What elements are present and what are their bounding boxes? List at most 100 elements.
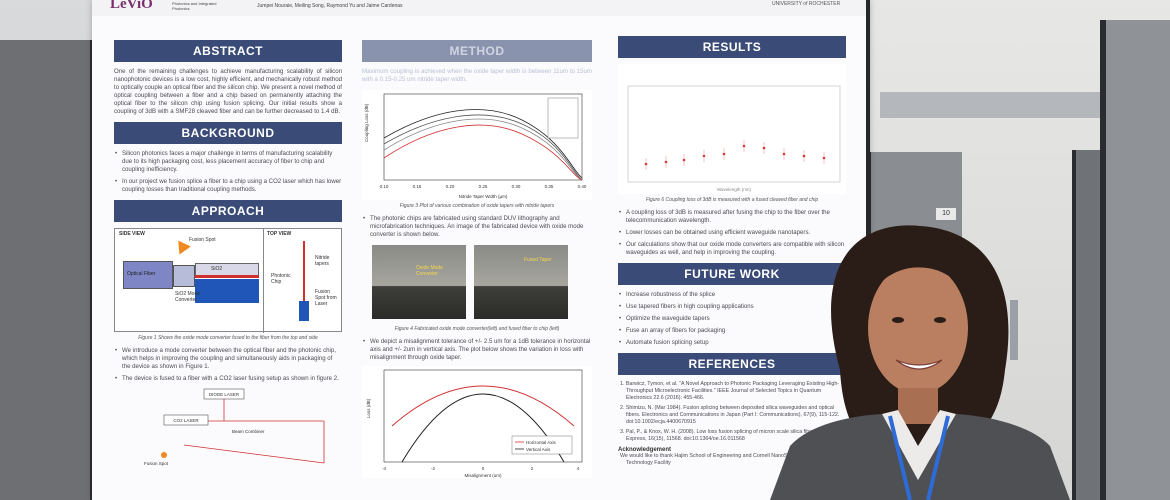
poster-column-left: ABSTRACT One of the remaining challenges…: [114, 40, 342, 467]
plot2-xtick: -4: [382, 466, 386, 471]
lab-logo: LeViO: [110, 0, 153, 12]
future-work-bullet: Increase robustness of the splice: [618, 291, 846, 299]
figure1-caption: Figure 1 Shows the oxide mode converter …: [138, 335, 318, 341]
fusion-arrow-icon: [173, 240, 191, 258]
lab-logo-subtitle: Photonics and Integrated Photonics: [172, 1, 217, 11]
future-work-bullet: Use tapered fibers in high coupling appl…: [618, 303, 846, 311]
misalignment-plot: Horizontal Axis Vertical Axis Loss (dB) …: [362, 366, 592, 478]
plot2-xtick: 4: [577, 466, 580, 471]
coupling-loss-plot: Coupling Loss (dB) Nitride Taper Width (…: [362, 90, 592, 200]
mode-converter-label: SiO2 Mode Converter: [175, 291, 201, 303]
results-bullet: A coupling loss of 3dB is measured after…: [618, 209, 846, 225]
background-bullet: In our project we fusion splice a fiber …: [114, 178, 342, 194]
misalignment-svg: Horizontal Axis Vertical Axis Loss (dB) …: [366, 369, 583, 478]
laser-setup-svg: DIODE LASER CO2 LASER Beam Combiner Fusi…: [144, 388, 325, 466]
fusion-spot-label: Fusion Spot: [189, 237, 216, 243]
method-text: Maximum coupling is achieved when the ox…: [362, 68, 592, 83]
optical-fiber-label: Optical Fiber: [127, 271, 156, 277]
plot1-xtick: 0.35: [545, 184, 554, 189]
topview-waveguide: [303, 241, 305, 301]
plot1-xtick: 0.25: [479, 184, 488, 189]
abstract-title: ABSTRACT: [114, 40, 342, 62]
display-panel-far: [1072, 150, 1102, 500]
figure6-caption: Figure 6 Coupling loss of 3dB is measure…: [645, 197, 819, 203]
plot1-ylabel: Coupling Loss (dB): [364, 103, 369, 142]
references-title: REFERENCES: [618, 353, 846, 375]
plot1-xlabel: Nitride Taper Width (µm): [459, 194, 508, 199]
approach-title: APPROACH: [114, 200, 342, 222]
future-work-bullet: Optimize the waveguide tapers: [618, 315, 846, 323]
reference-item: 2. Shimizu, N. (Mar 1984). Fusion splici…: [620, 405, 840, 425]
presenter-figure: [770, 225, 1070, 500]
plot1-xtick: 0.20: [446, 184, 455, 189]
plot1-xtick: 0.40: [578, 184, 587, 189]
plot1-xtick: 0.15: [413, 184, 422, 189]
photonic-chip-label: Photonic Chip: [271, 273, 291, 285]
oxide-mode-converter-image: [372, 245, 466, 319]
plot2-xtick: 0: [482, 466, 485, 471]
fused-taper-label: Fused Taper: [524, 257, 552, 263]
results-bullet: Lower losses can be obtained using effic…: [618, 229, 846, 237]
fused-taper-image: [474, 245, 568, 319]
research-poster: LeViO Photonics and Integrated Photonics…: [92, 0, 870, 500]
optical-fiber-shape: [123, 261, 173, 289]
coupling-loss-wavelength-plot: Wavelength (nm): [618, 64, 846, 194]
plot2-ylabel: Loss (dB): [366, 398, 371, 418]
figure4-caption: Figure 4 Fabricated oxide mode converter…: [394, 326, 560, 332]
method-title: METHOD: [362, 40, 592, 62]
results-bullet: Our calculations show that our oxide mod…: [618, 241, 846, 257]
results-plot-xlabel: Wavelength (nm): [717, 187, 752, 192]
fusion-spot-setup-label: Fusion Spot: [144, 461, 169, 466]
side-view-label: SIDE VIEW: [119, 231, 145, 237]
topview-fiber: [299, 301, 309, 321]
diagram-divider: [263, 229, 264, 333]
approach-bullet: We introduce a mode converter between th…: [114, 347, 342, 371]
poster-column-middle: METHOD Maximum coupling is achieved when…: [362, 40, 592, 478]
reference-item: 3. Pal, P., & Knox, W. H. (2008). Low lo…: [620, 429, 835, 442]
future-work-bullet: Automate fusion splicing setup: [618, 339, 846, 347]
chip-waveguide-line: [195, 275, 259, 278]
results-plot-svg: Wavelength (nm): [627, 85, 841, 192]
beam-combiner-label: Beam Combiner: [232, 429, 265, 434]
approach-bullet: The device is fused to a fiber with a CO…: [114, 375, 342, 383]
reference-item: 1. Barwicz, Tymon, et al. "A Novel Appro…: [620, 381, 840, 401]
approach-diagram: SIDE VIEW TOP VIEW Fusion Spot Optical F…: [114, 228, 342, 333]
poster-column-right: RESULTS: [618, 36, 846, 470]
display-panel-left: [0, 40, 96, 500]
figure3-caption: Figure 3 Plot of various combination of …: [399, 203, 555, 209]
plot1-xtick: 0.10: [380, 184, 389, 189]
top-view-label: TOP VIEW: [267, 231, 292, 237]
plot1-xtick: 0.30: [512, 184, 521, 189]
acknowledgement-title: Acknowledgement: [618, 447, 672, 453]
nitride-tapers-label: Nitride tapers: [315, 255, 330, 267]
future-work-title: FUTURE WORK: [618, 263, 846, 285]
results-title: RESULTS: [618, 36, 846, 58]
method-bullet: The photonic chips are fabricated using …: [362, 215, 592, 239]
institution-name: UNIVERSITY of ROCHESTER: [772, 1, 841, 7]
fabricated-device-images: Oxide Mode Converter Fused Taper: [362, 243, 592, 323]
diode-laser-label: DIODE LASER: [209, 392, 240, 397]
booth-number: 10: [936, 208, 956, 220]
method-bullet: We depict a misalignment tolerance of +/…: [362, 338, 592, 362]
abstract-text: One of the remaining challenges to achie…: [114, 68, 342, 115]
background-title: BACKGROUND: [114, 122, 342, 144]
plot2-legend-horizontal: Horizontal Axis: [526, 440, 557, 445]
display-panel-edge: [1100, 20, 1170, 500]
plot2-xtick: 2: [531, 466, 534, 471]
oxide-mode-converter-label: Oxide Mode Converter: [416, 265, 443, 277]
stand-pole: [1010, 300, 1018, 360]
plot2-xtick: -2: [431, 466, 435, 471]
background-bullet: Silicon photonics faces a major challeng…: [114, 150, 342, 174]
sio2-label: SiO2: [211, 266, 223, 272]
chip-substrate: [195, 279, 259, 303]
plot2-xlabel: Misalignment (um): [464, 473, 502, 478]
laser-setup-diagram: DIODE LASER CO2 LASER Beam Combiner Fusi…: [114, 387, 342, 467]
co2-laser-label: CO2 LASER: [173, 418, 199, 423]
acknowledgement-text: We would like to thank Hajim School of E…: [620, 453, 823, 466]
mode-converter-shape: [173, 265, 195, 287]
future-work-bullet: Fuse an array of fibers for packaging: [618, 327, 846, 335]
poster-header: LeViO Photonics and Integrated Photonics…: [92, 0, 866, 16]
ceiling-beam: [880, 92, 1140, 118]
poster-authors: Jumpei Nouraie, Meiling Song, Raymond Yu…: [257, 3, 403, 9]
coupling-loss-svg: Coupling Loss (dB) Nitride Taper Width (…: [364, 93, 587, 199]
